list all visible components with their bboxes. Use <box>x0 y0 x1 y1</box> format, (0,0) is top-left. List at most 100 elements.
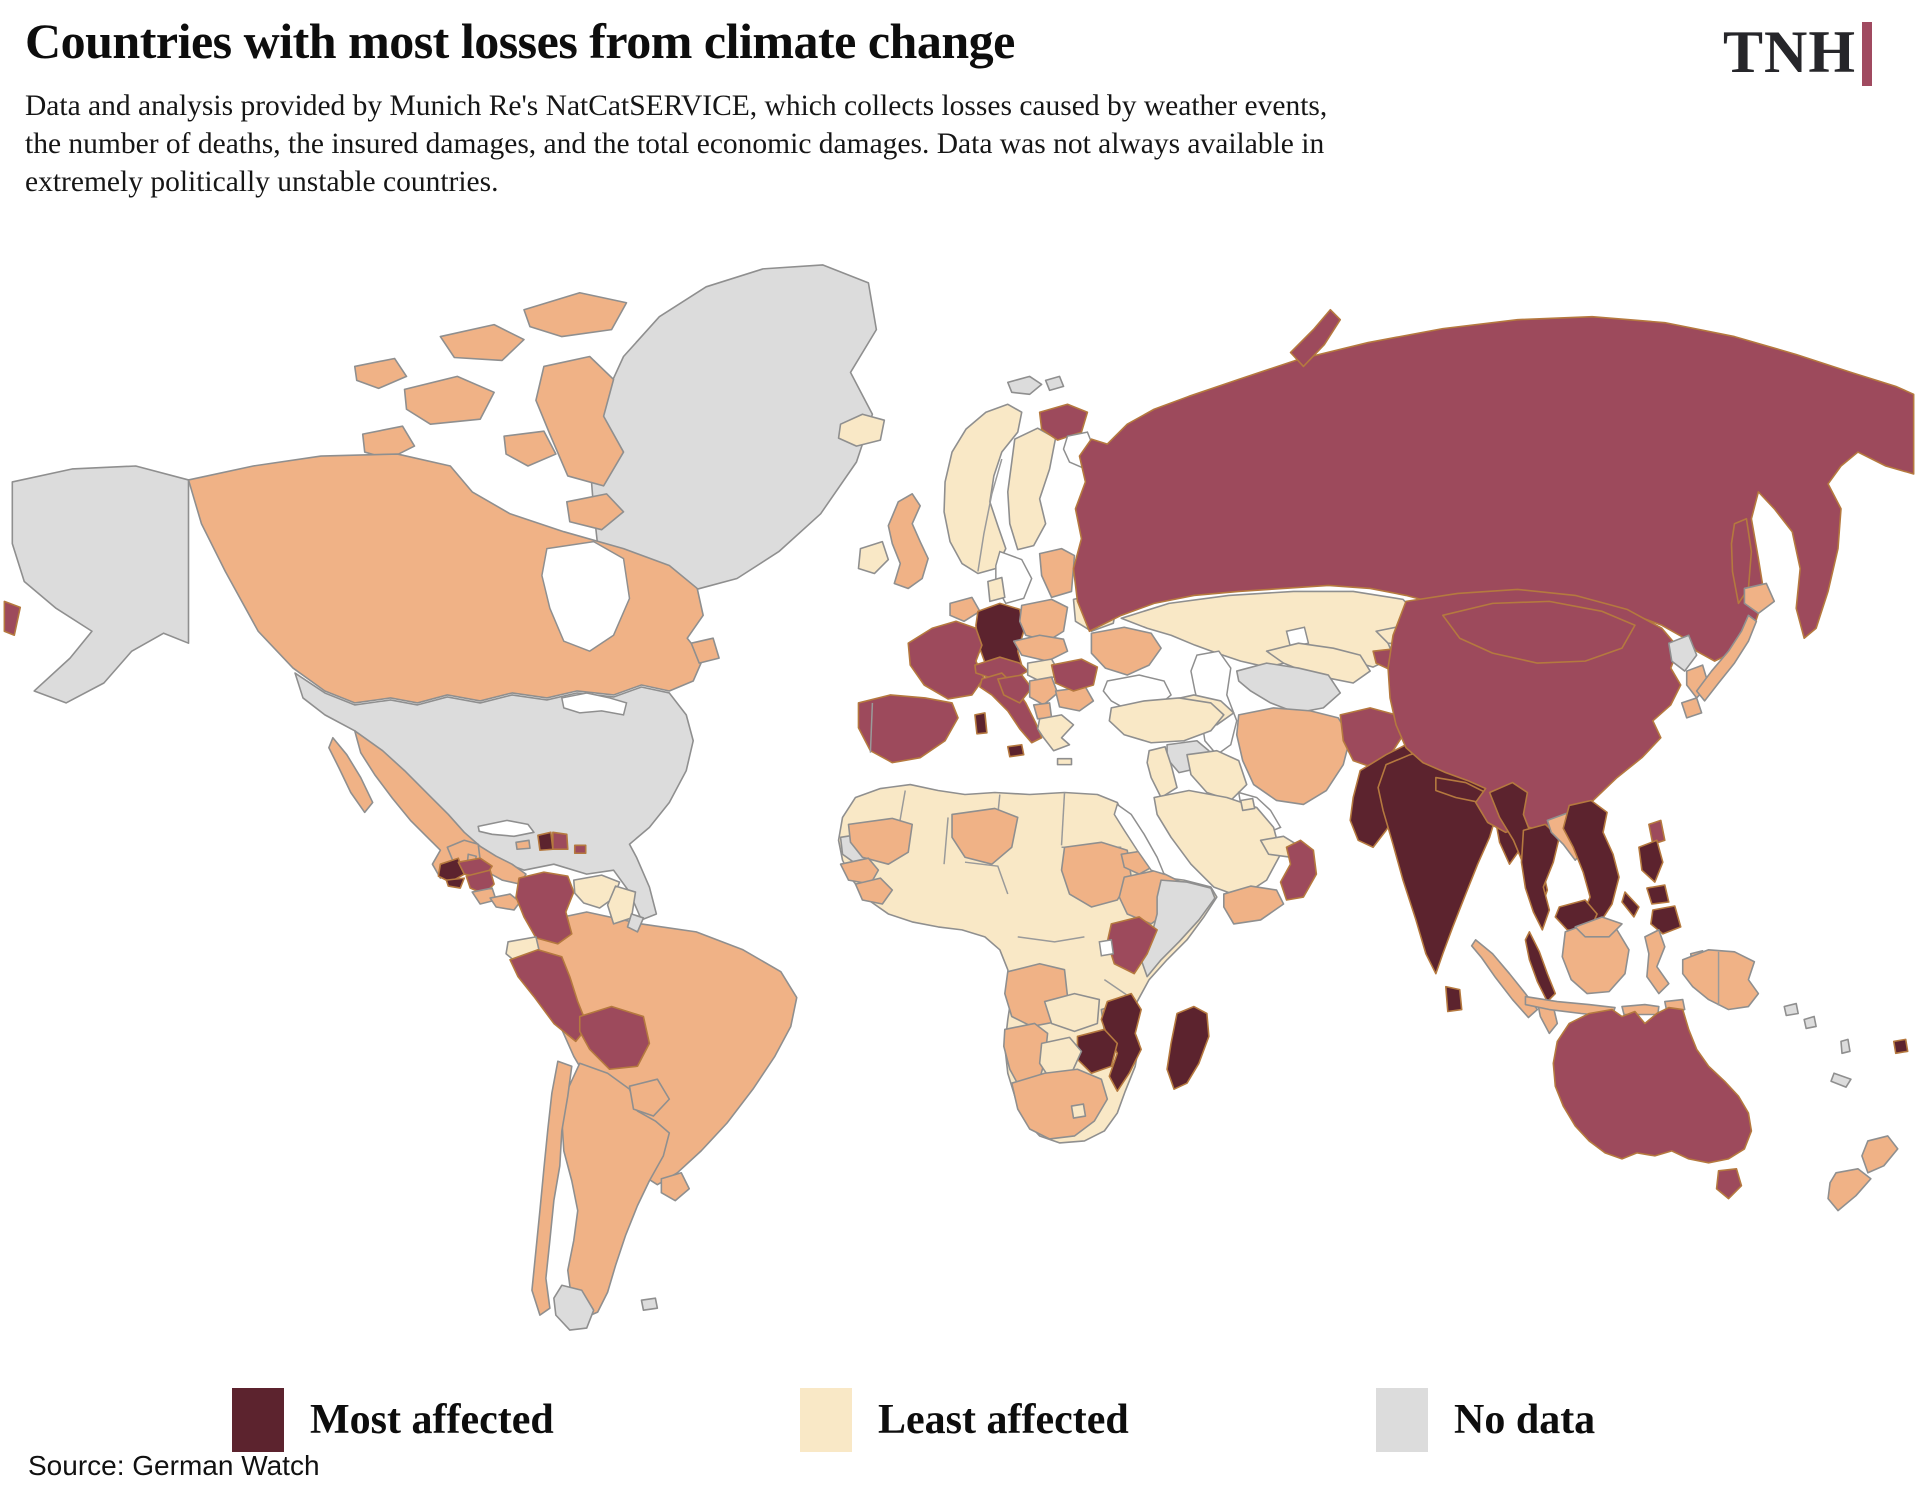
country-chile <box>531 1060 573 1316</box>
country-greece-crete <box>1056 757 1073 766</box>
country-zambia <box>1043 992 1101 1033</box>
country-finland <box>1006 427 1057 551</box>
country-lesotho <box>1070 1103 1087 1119</box>
country-thailand-peninsula <box>1524 931 1557 1003</box>
legend: Most affected Least affected No data <box>0 1388 1920 1460</box>
legend-item-no-data: No data <box>1376 1388 1595 1452</box>
country-canada-arctic-8 <box>361 425 416 460</box>
country-north-korea <box>1667 634 1698 672</box>
country-canada-arctic-2 <box>439 323 525 362</box>
hudson-bay <box>541 540 631 652</box>
country-sri-lanka <box>1444 985 1463 1013</box>
country-sicily <box>1006 743 1025 758</box>
country-colombia <box>515 871 575 945</box>
country-serbia <box>1028 676 1059 706</box>
country-japan-kyushu <box>1680 697 1703 719</box>
country-iceland <box>837 413 886 447</box>
country-south-africa <box>1010 1068 1109 1140</box>
country-russia-novaya-zemlya <box>1289 308 1342 368</box>
country-solomon-islands-2 <box>1803 1015 1817 1030</box>
header: Countries with most losses from climate … <box>25 14 1895 201</box>
aral-sea <box>1285 626 1310 649</box>
baltic-sea <box>995 550 1033 605</box>
country-svalbard-2 <box>1044 375 1065 392</box>
country-baltics <box>1038 547 1076 599</box>
legend-swatch-most-affected <box>232 1388 284 1452</box>
country-el-salvador <box>445 877 466 889</box>
country-uruguay <box>660 1171 691 1202</box>
subtitle: Data and analysis provided by Munich Re'… <box>25 90 1328 198</box>
country-greenland <box>588 264 878 591</box>
country-philippines-luzon <box>1638 839 1664 883</box>
country-indonesia-sumatra <box>1470 939 1539 1019</box>
norway-sweden-border <box>977 458 1003 572</box>
country-sudan <box>1060 841 1133 908</box>
country-oman <box>1279 839 1318 901</box>
world-choropleth-map <box>0 245 1920 1345</box>
country-kuwait <box>1239 797 1256 812</box>
country-kazakhstan <box>1120 590 1419 668</box>
country-canada-newfoundland <box>690 637 720 664</box>
country-new-guinea <box>1681 948 1760 1011</box>
country-new-zealand-south <box>1827 1168 1872 1212</box>
source-credit: Source: German Watch <box>28 1450 320 1481</box>
country-bolivia <box>578 1005 651 1071</box>
legend-item-least-affected: Least affected <box>800 1388 1129 1452</box>
country-patagonia <box>553 1284 595 1331</box>
country-australia <box>1552 1006 1753 1164</box>
country-sardinia <box>974 712 988 735</box>
country-benelux <box>949 596 981 623</box>
tnh-logo-bar-icon <box>1862 22 1872 86</box>
country-guyana-suriname <box>606 885 637 925</box>
country-ireland <box>857 540 890 575</box>
country-canada-arctic-1 <box>523 291 628 338</box>
country-united-kingdom <box>887 493 929 590</box>
country-romania <box>1050 658 1099 692</box>
page-title: Countries with most losses from climate … <box>25 13 1015 69</box>
country-svalbard <box>1006 375 1043 396</box>
country-mauritania <box>847 817 914 865</box>
country-solomon-islands-1 <box>1783 1002 1799 1017</box>
country-new-zealand-north <box>1861 1135 1899 1174</box>
country-russia-kola <box>1038 403 1089 441</box>
country-vanuatu <box>1840 1038 1851 1055</box>
legend-label-least-affected: Least affected <box>878 1397 1129 1443</box>
country-philippines-palawan <box>1621 891 1640 918</box>
country-france <box>907 620 985 700</box>
lake-victoria <box>1098 938 1115 957</box>
country-denmark <box>987 576 1006 603</box>
country-puerto-rico <box>573 844 587 855</box>
country-somalia <box>1140 879 1216 978</box>
legend-item-most-affected: Most affected <box>232 1388 554 1452</box>
country-iran <box>1235 707 1352 806</box>
country-indonesia-lesser-sunda <box>1621 1003 1660 1016</box>
africa-border-libya-egypt <box>1060 792 1066 846</box>
country-greece <box>1036 714 1075 752</box>
country-turkmenistan <box>1235 662 1342 714</box>
country-croatia-bosnia <box>997 674 1033 704</box>
country-ukraine <box>1090 626 1162 676</box>
country-mongolia <box>1442 600 1636 664</box>
country-jamaica <box>515 839 531 851</box>
country-paraguay <box>628 1078 671 1117</box>
country-venezuela <box>572 874 621 909</box>
country-argentina <box>561 1062 671 1319</box>
africa-border-tanzania <box>1103 979 1130 998</box>
country-yemen <box>1223 885 1285 925</box>
country-panama <box>489 893 521 911</box>
country-senegal <box>839 857 880 885</box>
legend-label-no-data: No data <box>1454 1397 1596 1443</box>
country-poland <box>1018 598 1069 642</box>
country-tasmania <box>1715 1168 1743 1200</box>
country-philippines-mindanao <box>1650 905 1682 935</box>
country-niger <box>951 807 1019 865</box>
country-cuba <box>477 819 535 838</box>
country-russia-bering-sliver <box>3 600 22 637</box>
great-lakes <box>560 692 628 716</box>
country-thailand <box>1520 823 1561 931</box>
country-madagascar <box>1166 1005 1210 1090</box>
legend-label-most-affected: Most affected <box>310 1397 554 1443</box>
country-czech-slovakia <box>1012 634 1069 662</box>
world-map-svg <box>3 264 1915 1331</box>
red-sea <box>1113 803 1166 876</box>
